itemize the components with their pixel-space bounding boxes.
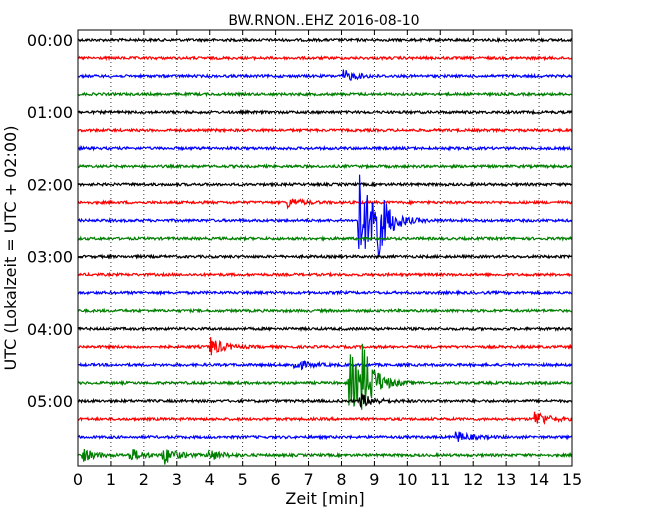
trace-00-30 bbox=[77, 69, 573, 81]
x-tick-label: 0 bbox=[73, 470, 83, 489]
trace-04-00 bbox=[77, 325, 573, 333]
x-axis: 0 1 2 3 4 5 6 7 8 9 10 11 12 13 14 15 bbox=[73, 30, 582, 489]
trace-03-00 bbox=[77, 253, 573, 260]
trace-01-00 bbox=[77, 108, 573, 116]
x-tick-label: 10 bbox=[397, 470, 417, 489]
trace-05-45 bbox=[77, 448, 573, 465]
x-tick-label: 6 bbox=[271, 470, 281, 489]
plot-frame bbox=[77, 29, 573, 467]
x-tick-label: 14 bbox=[529, 470, 549, 489]
trace-02-00 bbox=[77, 181, 573, 188]
trace-02-15 bbox=[77, 198, 573, 210]
trace-03-15 bbox=[77, 271, 573, 278]
x-tick-label: 13 bbox=[496, 470, 516, 489]
x-tick-label: 3 bbox=[172, 470, 182, 489]
x-tick-label: 11 bbox=[430, 470, 450, 489]
trace-05-00 bbox=[77, 393, 573, 408]
trace-02-45 bbox=[77, 235, 573, 242]
x-tick-label: 9 bbox=[369, 470, 379, 489]
x-tick-label: 8 bbox=[336, 470, 346, 489]
y-axis: 00:00 01:00 02:00 03:00 04:00 05:00 bbox=[27, 31, 572, 411]
y-tick-label: 00:00 bbox=[27, 31, 73, 50]
x-tick-label: 4 bbox=[205, 470, 215, 489]
trace-01-30 bbox=[77, 144, 573, 152]
trace-00-45 bbox=[77, 90, 573, 98]
y-tick-label: 04:00 bbox=[27, 320, 73, 339]
x-tick-label: 5 bbox=[238, 470, 248, 489]
x-tick-label: 7 bbox=[303, 470, 313, 489]
trace-01-15 bbox=[77, 127, 573, 134]
trace-00-15 bbox=[77, 54, 573, 62]
x-tick-label: 12 bbox=[463, 470, 483, 489]
grid-group bbox=[110, 30, 540, 466]
chart-title: BW.RNON..EHZ 2016-08-10 bbox=[228, 13, 419, 29]
trace-04-30 bbox=[77, 360, 573, 371]
trace-01-45 bbox=[77, 162, 573, 170]
y-tick-label: 03:00 bbox=[27, 248, 73, 267]
y-tick-label: 02:00 bbox=[27, 175, 73, 194]
traces-group bbox=[77, 36, 573, 465]
trace-05-15 bbox=[77, 411, 573, 426]
trace-03-45 bbox=[78, 307, 573, 314]
trace-04-15 bbox=[77, 337, 573, 356]
y-axis-label: UTC (Lokalzeit = UTC + 02:00) bbox=[1, 126, 20, 371]
x-tick-label: 2 bbox=[139, 470, 149, 489]
y-tick-label: 05:00 bbox=[27, 392, 73, 411]
x-tick-label: 1 bbox=[106, 470, 116, 489]
trace-04-45 bbox=[77, 343, 573, 410]
trace-05-30 bbox=[77, 431, 573, 442]
trace-03-30 bbox=[77, 289, 573, 297]
y-tick-label: 01:00 bbox=[27, 103, 73, 122]
x-axis-label: Zeit [min] bbox=[285, 489, 364, 508]
x-tick-label: 15 bbox=[562, 470, 582, 489]
trace-00-00 bbox=[77, 36, 573, 44]
trace-02-30 bbox=[77, 174, 573, 258]
